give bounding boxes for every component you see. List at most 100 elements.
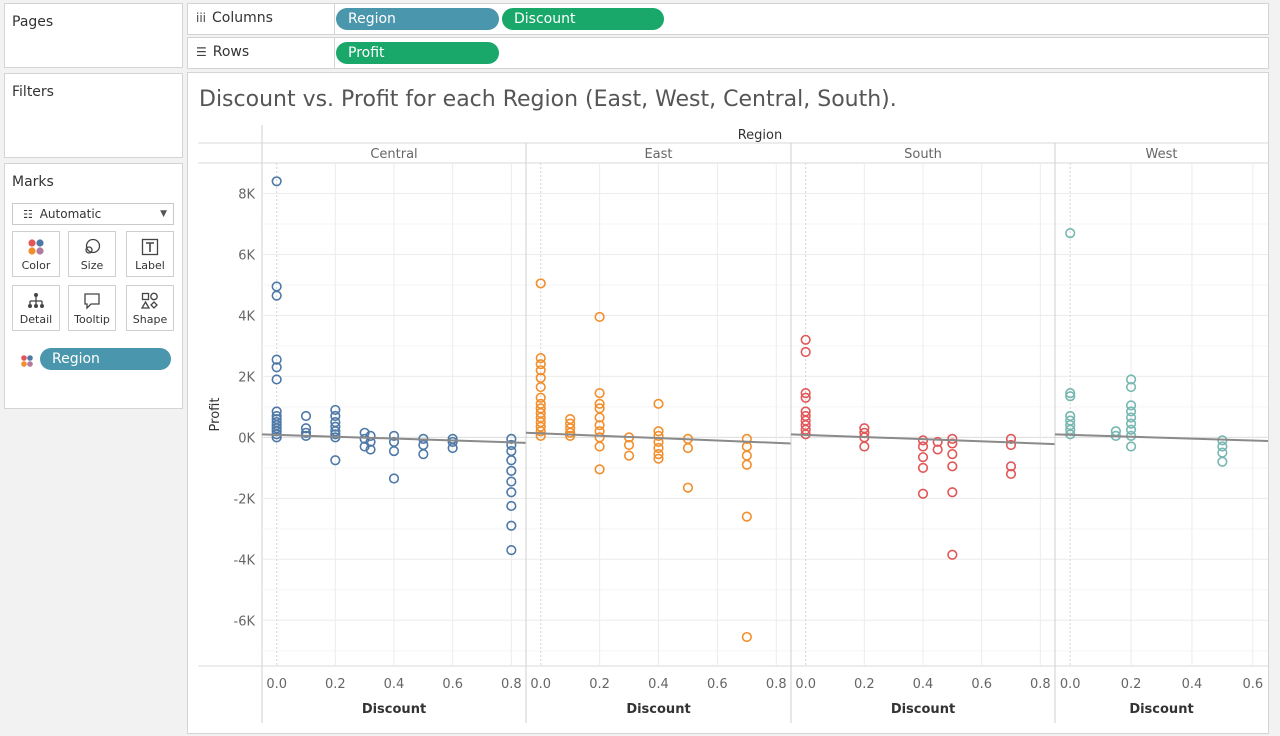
data-point-central[interactable] bbox=[359, 433, 370, 444]
data-point-south[interactable] bbox=[947, 449, 958, 460]
data-point-east[interactable] bbox=[535, 392, 546, 403]
data-point-central[interactable] bbox=[300, 410, 312, 422]
data-point-west[interactable] bbox=[1217, 447, 1228, 458]
discount-column-pill[interactable]: Discount bbox=[502, 8, 664, 30]
data-point-west[interactable] bbox=[1065, 228, 1076, 239]
data-point-east[interactable] bbox=[623, 450, 635, 461]
size-button[interactable]: Size bbox=[68, 231, 116, 277]
data-point-south[interactable] bbox=[800, 334, 811, 345]
data-point-central[interactable] bbox=[271, 406, 282, 417]
data-point-west[interactable] bbox=[1125, 418, 1137, 429]
data-point-south[interactable] bbox=[947, 461, 958, 472]
data-point-east[interactable] bbox=[682, 482, 694, 493]
data-point-east[interactable] bbox=[594, 464, 605, 475]
data-point-south[interactable] bbox=[947, 438, 958, 449]
filters-card[interactable]: Filters bbox=[4, 73, 183, 158]
data-point-central[interactable] bbox=[330, 426, 341, 437]
data-point-east[interactable] bbox=[535, 381, 546, 393]
data-point-central[interactable] bbox=[506, 439, 517, 451]
data-point-west[interactable] bbox=[1125, 424, 1137, 435]
data-point-south[interactable] bbox=[1005, 461, 1017, 472]
data-point-central[interactable] bbox=[447, 442, 458, 454]
data-point-central[interactable] bbox=[330, 410, 341, 422]
data-point-east[interactable] bbox=[653, 426, 664, 437]
data-point-east[interactable] bbox=[682, 442, 694, 454]
data-point-south[interactable] bbox=[947, 549, 958, 560]
shape-button[interactable]: Shape bbox=[126, 285, 174, 331]
data-point-central[interactable] bbox=[388, 445, 400, 457]
label-button[interactable]: Label bbox=[126, 231, 174, 277]
data-point-south[interactable] bbox=[917, 452, 929, 463]
data-point-east[interactable] bbox=[565, 423, 576, 434]
data-point-central[interactable] bbox=[506, 487, 517, 498]
data-point-south[interactable] bbox=[917, 435, 929, 446]
data-point-south[interactable] bbox=[917, 441, 929, 452]
data-point-west[interactable] bbox=[1125, 400, 1137, 411]
color-button[interactable]: Color bbox=[12, 231, 60, 277]
data-point-south[interactable] bbox=[800, 388, 811, 399]
data-point-west[interactable] bbox=[1217, 456, 1228, 467]
data-point-west[interactable] bbox=[1125, 374, 1137, 385]
data-point-central[interactable] bbox=[506, 465, 517, 476]
data-point-east[interactable] bbox=[535, 426, 546, 437]
data-point-central[interactable] bbox=[418, 439, 429, 451]
data-point-south[interactable] bbox=[1005, 468, 1017, 480]
data-point-east[interactable] bbox=[653, 430, 664, 441]
data-point-south[interactable] bbox=[800, 346, 811, 358]
data-point-east[interactable] bbox=[535, 353, 546, 364]
data-point-west[interactable] bbox=[1065, 388, 1076, 399]
data-point-east[interactable] bbox=[741, 511, 752, 522]
mark-type-dropdown[interactable]: ☷ Automatic ▼ bbox=[12, 203, 174, 225]
data-point-west[interactable] bbox=[1217, 441, 1228, 452]
data-point-central[interactable] bbox=[300, 423, 312, 434]
data-point-east[interactable] bbox=[653, 398, 664, 409]
region-color-pill[interactable]: Region bbox=[40, 348, 171, 370]
data-point-east[interactable] bbox=[741, 450, 752, 461]
data-point-south[interactable] bbox=[917, 462, 929, 473]
data-point-central[interactable] bbox=[271, 354, 282, 365]
data-point-east[interactable] bbox=[594, 412, 605, 423]
data-point-central[interactable] bbox=[447, 436, 458, 448]
data-point-central[interactable] bbox=[300, 427, 312, 438]
data-point-central[interactable] bbox=[506, 500, 517, 512]
data-point-central[interactable] bbox=[271, 176, 282, 187]
rows-shelf[interactable]: ☰ Rows Profit bbox=[187, 37, 1269, 69]
data-point-central[interactable] bbox=[506, 455, 517, 466]
data-point-east[interactable] bbox=[741, 631, 752, 643]
data-point-central[interactable] bbox=[365, 430, 376, 441]
data-point-east[interactable] bbox=[535, 359, 546, 370]
data-point-central[interactable] bbox=[271, 374, 282, 385]
data-point-central[interactable] bbox=[330, 429, 341, 440]
data-point-west[interactable] bbox=[1125, 441, 1137, 452]
region-column-pill[interactable]: Region bbox=[336, 8, 499, 30]
data-point-east[interactable] bbox=[594, 311, 605, 323]
data-point-central[interactable] bbox=[506, 520, 517, 531]
trend-line-west[interactable] bbox=[1054, 433, 1268, 443]
data-point-east[interactable] bbox=[623, 439, 635, 451]
data-point-central[interactable] bbox=[388, 473, 400, 484]
data-point-east[interactable] bbox=[594, 420, 605, 431]
data-point-south[interactable] bbox=[947, 433, 958, 444]
data-point-west[interactable] bbox=[1065, 391, 1076, 402]
data-point-central[interactable] bbox=[330, 404, 341, 416]
data-point-central[interactable] bbox=[506, 476, 517, 487]
data-point-central[interactable] bbox=[388, 430, 400, 441]
detail-button[interactable]: Detail bbox=[12, 285, 60, 331]
data-point-central[interactable] bbox=[271, 432, 282, 443]
data-point-east[interactable] bbox=[653, 442, 664, 454]
tooltip-button[interactable]: Tooltip bbox=[68, 285, 116, 331]
data-point-east[interactable] bbox=[653, 449, 664, 460]
data-point-central[interactable] bbox=[330, 421, 341, 432]
data-point-south[interactable] bbox=[932, 444, 943, 455]
data-point-south[interactable] bbox=[1005, 439, 1017, 451]
data-point-east[interactable] bbox=[594, 398, 605, 409]
data-point-east[interactable] bbox=[594, 441, 605, 452]
trend-line-south[interactable] bbox=[790, 433, 1056, 446]
data-point-south[interactable] bbox=[800, 392, 811, 403]
profit-row-pill[interactable]: Profit bbox=[336, 42, 499, 64]
data-point-east[interactable] bbox=[741, 459, 752, 470]
data-point-west[interactable] bbox=[1125, 412, 1137, 423]
data-point-south[interactable] bbox=[947, 487, 958, 498]
data-point-east[interactable] bbox=[565, 430, 576, 441]
data-point-south[interactable] bbox=[932, 436, 943, 448]
